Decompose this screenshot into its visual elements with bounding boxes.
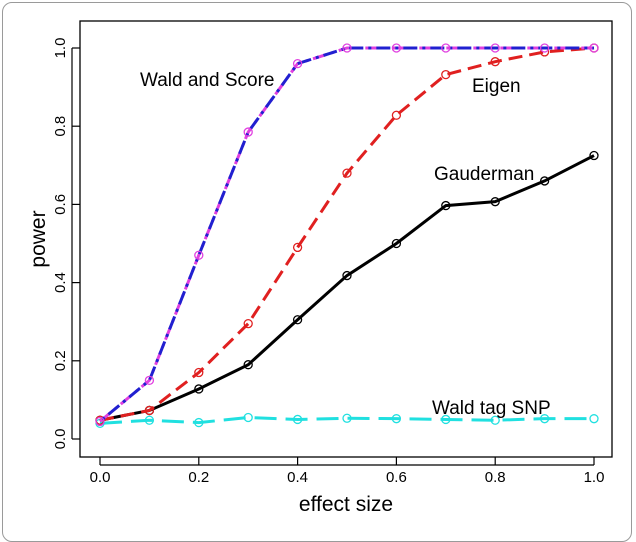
data-point-eigen: [391, 110, 402, 120]
series-line-eigen: [99, 46, 595, 422]
data-point-wald-tag-snp: [490, 415, 500, 425]
data-point-gauderman: [194, 384, 204, 394]
data-point-eigen: [292, 242, 303, 253]
series-gauderman: [95, 150, 599, 425]
plot-area-box: [79, 20, 613, 458]
label-wald-and-score: Wald and Score: [140, 70, 274, 91]
data-point-wald-and-score: [342, 43, 352, 53]
data-point-wald-tag-snp: [342, 413, 352, 423]
data-point-wald-and-score: [441, 43, 451, 53]
y-tick-label: 0.8: [52, 116, 69, 137]
data-point-wald-and-score: [391, 43, 402, 53]
data-point-gauderman: [490, 197, 500, 207]
data-point-wald-and-score: [539, 43, 550, 53]
x-tick-label: 0.4: [287, 469, 308, 486]
x-tick-label: 0.6: [386, 469, 407, 486]
data-point-eigen: [243, 319, 253, 329]
data-point-gauderman: [292, 315, 303, 325]
data-point-wald-and-score: [95, 416, 105, 427]
data-point-wald-tag-snp: [292, 414, 303, 425]
data-point-wald-and-score: [589, 43, 599, 53]
y-tick-label: 0.4: [52, 272, 69, 293]
x-axis-label: effect size: [299, 493, 393, 516]
data-point-wald-tag-snp: [144, 415, 155, 425]
data-point-gauderman: [589, 150, 599, 161]
data-point-gauderman: [342, 270, 352, 281]
data-point-gauderman: [243, 360, 253, 370]
data-point-wald-tag-snp: [589, 414, 599, 424]
series-line-gauderman: [99, 154, 595, 422]
data-point-wald-tag-snp: [194, 417, 204, 428]
label-gauderman: Gauderman: [434, 164, 534, 185]
data-point-gauderman: [441, 200, 451, 211]
x-tick-label: 0.2: [188, 469, 209, 486]
data-point-eigen: [490, 57, 500, 67]
label-eigen: Eigen: [472, 76, 521, 97]
data-point-eigen: [342, 168, 352, 178]
data-point-wald-and-score: [243, 127, 253, 137]
x-tick-label: 0.8: [485, 469, 506, 486]
data-point-wald-and-score: [292, 58, 303, 69]
data-point-wald-tag-snp: [441, 414, 451, 425]
series-wald-and-score: [95, 43, 599, 427]
y-tick-label: 1.0: [52, 38, 69, 59]
data-point-wald-tag-snp: [243, 412, 253, 423]
data-point-wald-and-score: [194, 250, 204, 260]
series-eigen: [95, 43, 599, 425]
power-vs-effect-size-chart: 0.0 0.2 0.4 0.6 0.8 1.0 0.0 0.2 0.4 0.6 0.8 1.0 ef…: [27, 20, 613, 516]
data-point-gauderman: [539, 176, 550, 186]
data-point-wald-and-score: [144, 375, 155, 386]
label-wald-tag-snp: Wald tag SNP: [432, 398, 551, 419]
y-tick-label: 0.6: [52, 194, 69, 215]
data-point-wald-tag-snp: [539, 414, 550, 424]
x-tick-label: 1.0: [584, 469, 605, 486]
data-point-gauderman: [391, 238, 402, 249]
data-point-wald-and-score: [490, 43, 500, 53]
y-tick-label: 0.2: [52, 350, 69, 371]
y-tick-label: 0.0: [52, 429, 69, 450]
data-point-eigen: [144, 405, 155, 416]
series-line-overlay-wald-and-score: [99, 46, 594, 423]
y-axis-label: power: [27, 210, 50, 267]
data-point-wald-tag-snp: [391, 414, 402, 424]
series-line-wald-and-score: [99, 46, 594, 423]
series-line-wald-tag-snp: [99, 415, 594, 425]
data-point-eigen: [441, 69, 451, 80]
data-point-eigen: [194, 367, 204, 378]
x-tick-label: 0.0: [90, 469, 111, 486]
